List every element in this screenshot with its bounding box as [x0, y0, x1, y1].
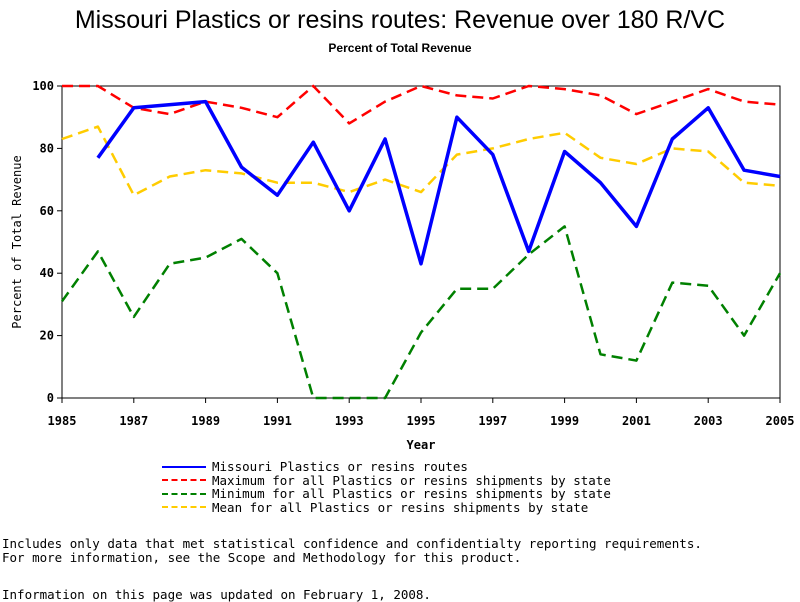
line-chart: 0 20 40 60 80 100 1985 1987 1989 1991 1993 1995 199…	[10, 79, 795, 452]
legend-swatch-minimum	[162, 492, 206, 495]
legend-item: Mean for all Plastics or resins shipment…	[162, 499, 611, 515]
x-tick-label: 1993	[335, 414, 364, 428]
x-tick-label: 1995	[407, 414, 436, 428]
footnote-updated: Information on this page was updated on …	[2, 587, 431, 602]
legend-swatch-mean	[162, 506, 206, 509]
footnote-confidence: Includes only data that met statistical …	[2, 536, 702, 551]
x-tick-label: 1987	[119, 414, 148, 428]
series-line-mean	[61, 125, 781, 197]
series-line-route	[96, 99, 781, 266]
y-tick-label: 80	[40, 141, 54, 155]
series-layer	[60, 84, 782, 400]
x-axis: 1985 1987 1989 1991 1993 1995 1997 1999 2001 2003…	[48, 398, 795, 428]
legend-label: Mean for all Plastics or resins shipment…	[212, 499, 589, 515]
y-tick-label: 100	[32, 79, 54, 93]
legend-item: Minimum for all Plastics or resins shipm…	[162, 486, 611, 502]
x-tick-label: 1989	[191, 414, 220, 428]
plot-area-frame	[61, 85, 781, 399]
y-tick-label: 60	[40, 204, 54, 218]
x-tick-label: 1985	[48, 414, 77, 428]
x-tick-label: 2001	[622, 414, 651, 428]
series-line-minimum	[60, 225, 782, 400]
footnote-methodology: For more information, see the Scope and …	[2, 550, 522, 565]
x-tick-label: 1997	[478, 414, 507, 428]
x-tick-label: 2005	[766, 414, 795, 428]
legend-label: Missouri Plastics or resins routes	[212, 459, 468, 475]
y-tick-label: 0	[47, 391, 54, 405]
legend-label: Maximum for all Plastics or resins shipm…	[212, 472, 611, 488]
x-tick-label: 2003	[694, 414, 723, 428]
chart-legend: Missouri Plastics or resins routes Maxim…	[162, 459, 611, 515]
y-tick-label: 20	[40, 329, 54, 343]
chart-title: Missouri Plastics or resins routes: Reve…	[74, 6, 726, 34]
y-axis: 0 20 40 60 80 100	[32, 79, 62, 405]
chart-subtitle: Percent of Total Revenue	[328, 41, 472, 55]
x-tick-label: 1999	[550, 414, 579, 428]
legend-item: Missouri Plastics or resins routes	[162, 459, 611, 475]
legend-swatch-maximum	[162, 479, 206, 482]
legend-item: Maximum for all Plastics or resins shipm…	[162, 472, 611, 488]
y-tick-label: 40	[40, 266, 54, 280]
x-axis-label: Year	[407, 438, 436, 452]
x-tick-label: 1991	[263, 414, 292, 428]
series-line-maximum	[62, 84, 781, 125]
legend-label: Minimum for all Plastics or resins shipm…	[212, 486, 611, 502]
y-axis-label: Percent of Total Revenue	[10, 155, 24, 328]
legend-swatch-route	[162, 465, 206, 468]
